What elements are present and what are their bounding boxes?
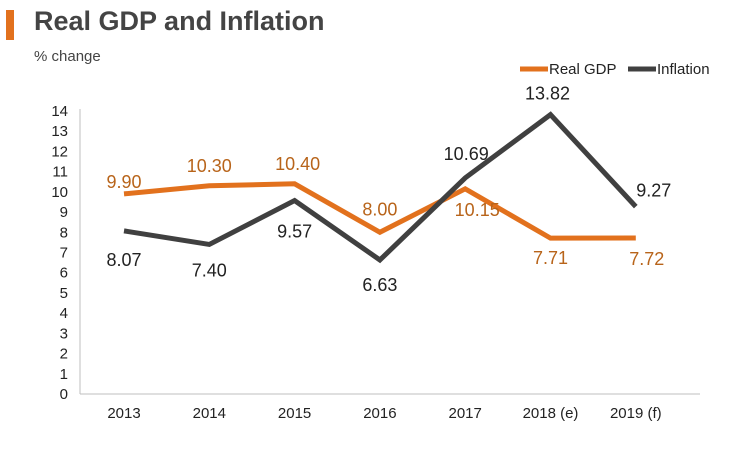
y-tick-label: 13 (51, 123, 68, 140)
inflation-data-label: 7.40 (192, 260, 227, 280)
y-tick-label: 11 (52, 164, 68, 181)
y-tick-label: 2 (60, 346, 68, 363)
y-tick-label: 1 (60, 366, 68, 383)
y-tick-label: 0 (60, 386, 68, 403)
y-tick-label: 3 (60, 325, 68, 342)
real-gdp-data-label: 8.00 (362, 199, 397, 219)
real-gdp-data-label: 7.72 (629, 249, 664, 269)
x-tick-label: 2017 (449, 405, 482, 422)
real-gdp-line (123, 181, 636, 241)
inflation-data-label: 8.07 (106, 250, 141, 270)
legend-inflation-label: Inflation (657, 61, 710, 78)
y-tick-label: 9 (60, 204, 68, 221)
y-tick-label: 12 (51, 143, 68, 160)
x-tick-label: 2016 (363, 405, 396, 422)
x-tick-label: 2014 (193, 405, 226, 422)
y-tick-label: 14 (51, 103, 68, 120)
x-tick-label: 2019 (f) (610, 405, 662, 422)
y-tick-label: 7 (60, 245, 68, 262)
chart-title: Real GDP and Inflation (34, 6, 325, 36)
real-gdp-data-label: 10.30 (187, 156, 232, 176)
x-tick-label: 2015 (278, 405, 311, 422)
inflation-data-label: 9.57 (277, 222, 312, 242)
real-gdp-data-label: 7.71 (533, 248, 568, 268)
legend-real-gdp-label: Real GDP (549, 61, 617, 78)
y-tick-label: 5 (60, 285, 68, 302)
y-axis-unit-label: % change (34, 48, 101, 65)
inflation-line (123, 111, 638, 264)
inflation-data-label: 6.63 (362, 275, 397, 295)
real-gdp-data-label: 9.90 (106, 172, 141, 192)
title-accent-bar (6, 10, 14, 40)
y-tick-label: 4 (60, 305, 68, 322)
y-tick-label: 10 (51, 184, 68, 201)
inflation-data-label: 10.69 (444, 144, 489, 164)
real-gdp-data-label: 10.15 (455, 200, 500, 220)
y-tick-label: 6 (60, 265, 68, 282)
y-tick-label: 8 (60, 224, 68, 241)
inflation-data-label: 9.27 (636, 181, 671, 201)
real-gdp-data-label: 10.40 (275, 154, 320, 174)
inflation-data-label: 13.82 (525, 84, 570, 104)
x-tick-label: 2018 (e) (523, 405, 579, 422)
x-tick-label: 2013 (107, 405, 140, 422)
